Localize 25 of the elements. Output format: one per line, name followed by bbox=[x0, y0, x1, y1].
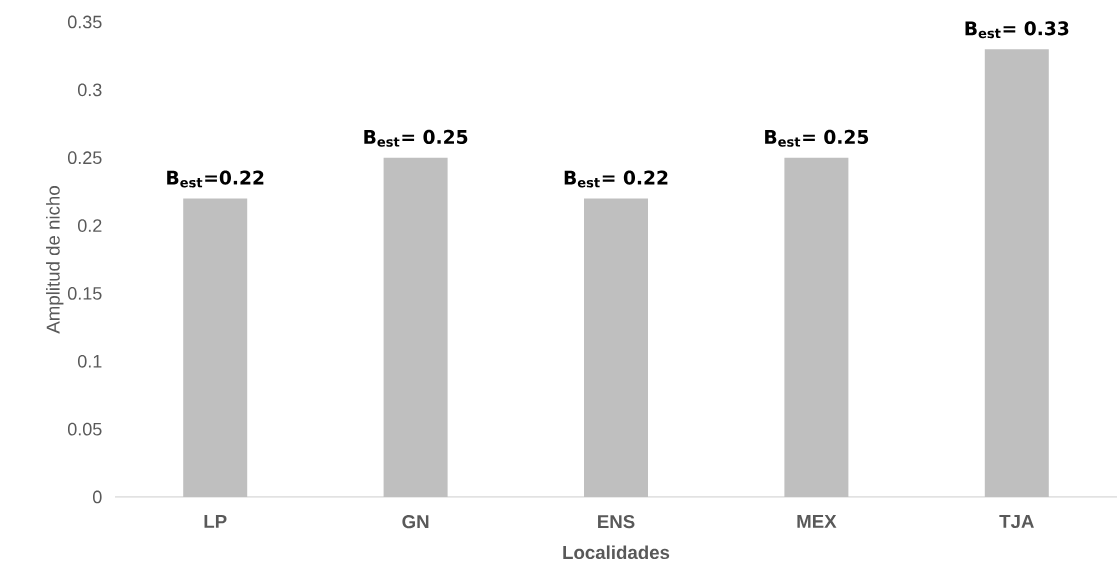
y-tick-label: 0.3 bbox=[77, 83, 102, 97]
y-tick-label: 0.35 bbox=[67, 15, 102, 29]
data-label: B$_{est}$= 0.22 bbox=[564, 170, 668, 188]
y-tick-label: 0.25 bbox=[67, 151, 102, 165]
y-tick-label: 0.15 bbox=[67, 287, 102, 300]
x-tick-label: TJA bbox=[999, 515, 1034, 529]
y-tick-label: 0.05 bbox=[67, 422, 102, 436]
data-label: B$_{est}$= 0.33 bbox=[965, 21, 1069, 39]
bar bbox=[584, 198, 648, 497]
y-tick-label: 0 bbox=[93, 490, 102, 504]
y-tick-label: 0.2 bbox=[77, 219, 102, 232]
x-axis-title: Localidades bbox=[563, 545, 670, 560]
data-label: B$_{est}$= 0.25 bbox=[364, 129, 468, 147]
x-tick-label: MEX bbox=[797, 515, 837, 528]
x-tick-label: ENS bbox=[598, 515, 635, 529]
data-label: B$_{est}$=0.22 bbox=[167, 170, 264, 188]
y-axis-title: Amplitud de nicho bbox=[46, 186, 64, 334]
x-tick-label: GN bbox=[402, 515, 429, 529]
bar bbox=[784, 157, 849, 497]
x-tick-label: LP bbox=[204, 515, 227, 528]
bar bbox=[383, 157, 448, 497]
data-label: B$_{est}$= 0.25 bbox=[765, 129, 869, 147]
bar bbox=[183, 198, 248, 497]
y-tick-label: 0.1 bbox=[77, 354, 102, 368]
bar bbox=[984, 49, 1049, 497]
